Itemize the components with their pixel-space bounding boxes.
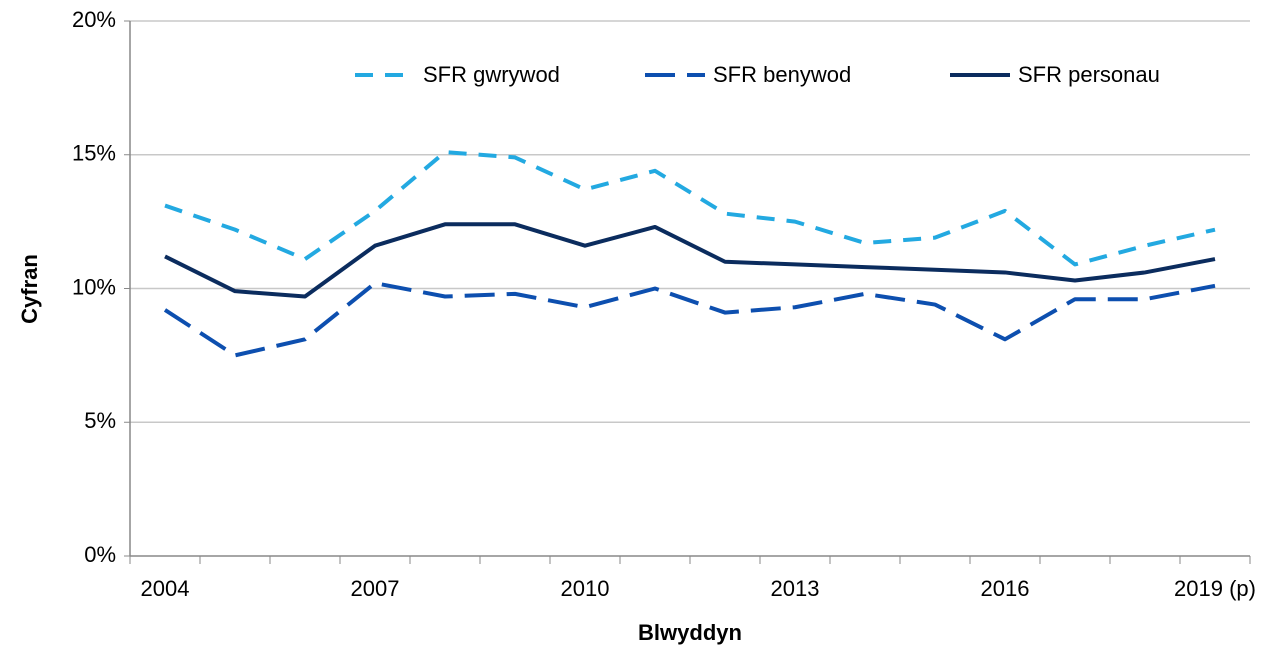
- series-line: [164, 222, 1216, 299]
- series-line: [164, 150, 1216, 267]
- x-tick-label: 2010: [561, 576, 610, 601]
- legend-label: SFR gwrywod: [423, 62, 560, 87]
- x-tick-label: 2013: [771, 576, 820, 601]
- y-tick-label: 0%: [84, 542, 116, 567]
- y-tick-label: 10%: [72, 274, 116, 299]
- x-tick-label: 2004: [141, 576, 190, 601]
- x-axis-label: Blwyddyn: [638, 620, 742, 645]
- y-tick-label: 15%: [72, 141, 116, 166]
- y-tick-label: 20%: [72, 7, 116, 32]
- series-line: [163, 281, 1216, 358]
- y-axis-label: Cyfran: [17, 254, 42, 324]
- y-tick-label: 5%: [84, 408, 116, 433]
- x-tick-label: 2019 (p): [1174, 576, 1256, 601]
- x-tick-label: 2007: [351, 576, 400, 601]
- legend-label: SFR benywod: [713, 62, 851, 87]
- x-tick-label: 2016: [981, 576, 1030, 601]
- legend-label: SFR personau: [1018, 62, 1160, 87]
